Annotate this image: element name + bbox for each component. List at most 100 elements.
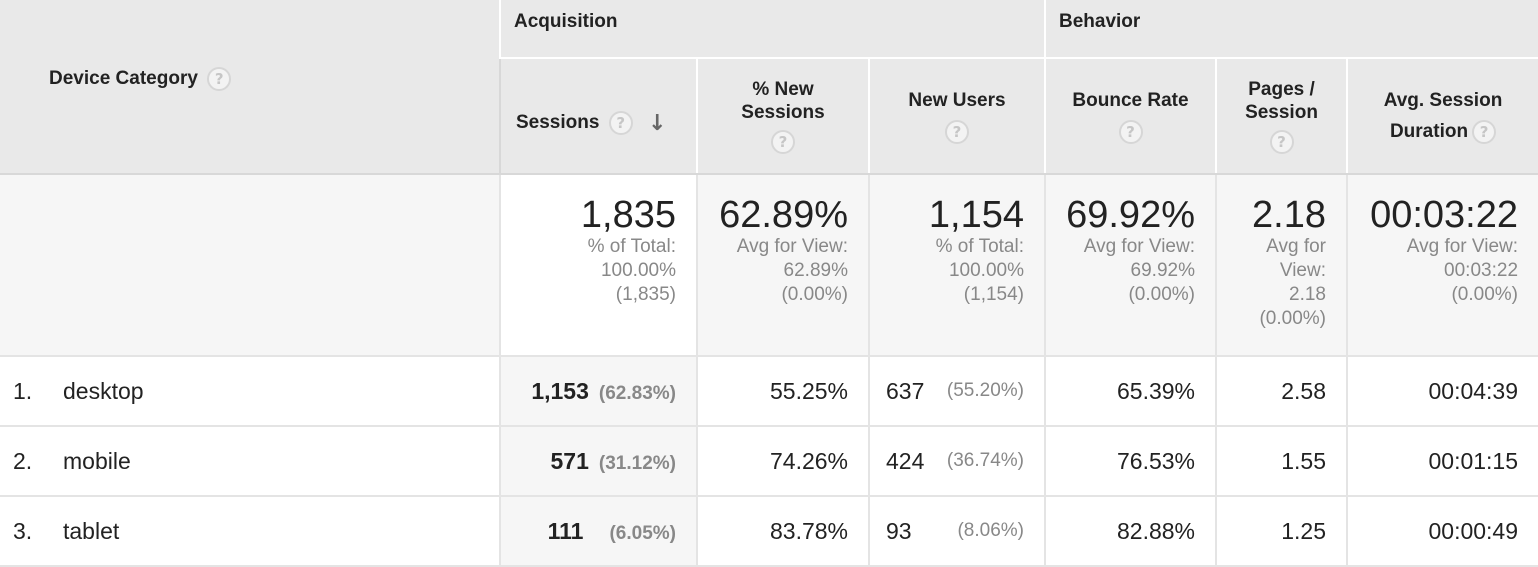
device-name-link[interactable]: mobile [63, 447, 131, 474]
help-icon[interactable]: ? [207, 67, 232, 91]
total-new-users-sub1: % of Total: [935, 236, 1024, 257]
total-new-users-cell: 1,154 % of Total: 100.00% (1,154) [868, 174, 1045, 357]
device-name-cell[interactable]: 3. tablet [0, 496, 500, 567]
device-name-link[interactable]: tablet [63, 517, 120, 544]
pct-new-sessions-label-line1[interactable]: % New [752, 79, 814, 100]
total-pages-session-sub3: 2.18 [1289, 284, 1326, 305]
sessions-column-header[interactable]: Sessions ? ↓ [499, 58, 697, 175]
total-pct-new-sessions-cell: 62.89% Avg for View: 62.89% (0.00%) [696, 174, 869, 357]
avg-session-duration-cell: 00:00:49 [1345, 496, 1538, 567]
new-users-cell: 93 (8.06%) [868, 496, 1045, 567]
sessions-cell: 111 (6.05%) [499, 496, 697, 567]
row-number: 1. [13, 377, 33, 404]
new-users-column-header[interactable]: New Users ? [868, 58, 1045, 175]
bounce-rate-cell: 82.88% [1044, 496, 1216, 567]
sessions-header-label[interactable]: Sessions [516, 112, 600, 134]
help-icon[interactable]: ? [1472, 119, 1497, 144]
avg-session-label-line2[interactable]: Duration [1389, 120, 1469, 142]
total-bounce-rate-sub2: 69.92% [1130, 260, 1195, 281]
total-bounce-rate-cell: 69.92% Avg for View: 69.92% (0.00%) [1044, 174, 1216, 357]
table-row: 3. tablet 111 (6.05%) 83.78% 93 (8.06%) 82.… [0, 496, 1538, 567]
total-sessions-sub2: 100.00% [600, 260, 676, 281]
avg-session-duration-cell: 00:04:39 [1345, 356, 1538, 427]
new-users-pct: (55.20%) [946, 380, 1024, 401]
total-avg-session-duration-cell: 00:03:22 Avg for View: 00:03:22 (0.00%) [1345, 174, 1538, 357]
behavior-group-header: Behavior [1043, 0, 1538, 59]
sort-descending-icon[interactable]: ↓ [648, 110, 667, 136]
pages-session-label-line2[interactable]: Session [1245, 102, 1318, 123]
sessions-cell: 1,153 (62.83%) [499, 356, 697, 427]
total-new-users-value: 1,154 [928, 194, 1024, 236]
new-users-cell: 424 (36.74%) [868, 426, 1045, 497]
table-row: 1. desktop 1,153 (62.83%) 55.25% 637 (55.20… [0, 356, 1538, 427]
pct-new-sessions-cell: 74.26% [696, 426, 869, 497]
sessions-pct: (6.05%) [609, 522, 676, 544]
total-avg-session-duration-sub3: (0.00%) [1451, 284, 1519, 305]
sessions-cell: 571 (31.12%) [499, 426, 697, 497]
new-users-pct: (36.74%) [946, 450, 1024, 471]
pct-new-sessions-cell: 83.78% [696, 496, 869, 567]
acquisition-group-header: Acquisition [499, 0, 1045, 59]
total-new-users-sub3: (1,154) [963, 284, 1024, 305]
device-name-cell[interactable]: 2. mobile [0, 426, 500, 497]
total-sessions-value: 1,835 [580, 194, 676, 236]
bounce-rate-label[interactable]: Bounce Rate [1072, 89, 1189, 111]
pct-new-sessions-label-line2[interactable]: Sessions [741, 102, 825, 123]
total-pct-new-sessions-value: 62.89% [719, 194, 848, 236]
total-avg-session-duration-sub2: 00:03:22 [1444, 260, 1519, 281]
device-name-cell[interactable]: 1. desktop [0, 356, 500, 427]
total-pages-session-sub1: Avg for [1266, 236, 1326, 257]
new-users-value: 637 [886, 377, 925, 404]
device-category-header[interactable]: Device Category ? [0, 0, 500, 175]
avg-session-duration-column-header[interactable]: Avg. Session Duration? [1345, 58, 1538, 175]
pages-session-cell: 1.55 [1215, 426, 1347, 497]
total-avg-session-duration-value: 00:03:22 [1370, 194, 1519, 236]
total-pages-session-sub4: (0.00%) [1259, 308, 1326, 329]
total-bounce-rate-sub1: Avg for View: [1083, 236, 1195, 257]
bounce-rate-column-header[interactable]: Bounce Rate ? [1044, 58, 1216, 175]
pct-new-sessions-cell: 55.25% [696, 356, 869, 427]
help-icon[interactable]: ? [1118, 119, 1143, 144]
total-sessions-sub3: (1,835) [615, 284, 676, 305]
totals-row: 1,835 % of Total: 100.00% (1,835) 62.89%… [0, 174, 1538, 357]
sessions-value: 1,153 [531, 377, 589, 404]
new-users-cell: 637 (55.20%) [868, 356, 1045, 427]
sessions-value: 111 [547, 517, 584, 544]
new-users-label[interactable]: New Users [908, 89, 1006, 111]
total-new-users-sub2: 100.00% [948, 260, 1024, 281]
total-bounce-rate-value: 69.92% [1066, 194, 1195, 236]
total-avg-session-duration-sub1: Avg for View: [1406, 236, 1519, 257]
help-icon[interactable]: ? [1269, 130, 1294, 154]
row-number: 3. [13, 517, 33, 544]
total-pct-new-sessions-sub3: (0.00%) [781, 284, 848, 305]
sessions-value: 571 [550, 447, 589, 474]
pct-new-sessions-column-header[interactable]: % New Sessions ? [696, 58, 869, 175]
help-icon[interactable]: ? [608, 111, 633, 135]
total-sessions-sub1: % of Total: [587, 236, 676, 257]
total-pages-session-value: 2.18 [1252, 194, 1326, 236]
table-row: 2. mobile 571 (31.12%) 74.26% 424 (36.74%) … [0, 426, 1538, 497]
avg-session-duration-cell: 00:01:15 [1345, 426, 1538, 497]
total-sessions-cell: 1,835 % of Total: 100.00% (1,835) [499, 174, 697, 357]
new-users-pct: (8.06%) [957, 520, 1024, 541]
new-users-value: 424 [886, 447, 925, 474]
new-users-value: 93 [886, 517, 912, 544]
avg-session-label-line1[interactable]: Avg. Session [1383, 89, 1503, 111]
device-category-label[interactable]: Device Category [49, 68, 198, 90]
sessions-pct: (62.83%) [598, 382, 676, 404]
total-pct-new-sessions-sub1: Avg for View: [736, 236, 848, 257]
total-pages-session-sub2: View: [1279, 260, 1326, 281]
total-pct-new-sessions-sub2: 62.89% [783, 260, 848, 281]
pages-session-column-header[interactable]: Pages / Session ? [1215, 58, 1347, 175]
pages-session-label-line1[interactable]: Pages / [1248, 79, 1315, 100]
bounce-rate-cell: 65.39% [1044, 356, 1216, 427]
device-name-link[interactable]: desktop [63, 377, 144, 404]
pages-session-cell: 2.58 [1215, 356, 1347, 427]
sessions-pct: (31.12%) [598, 452, 676, 474]
pages-session-cell: 1.25 [1215, 496, 1347, 567]
help-icon[interactable]: ? [771, 130, 795, 154]
totals-label-cell [0, 174, 500, 357]
help-icon[interactable]: ? [945, 119, 969, 144]
total-pages-session-cell: 2.18 Avg for View: 2.18 (0.00%) [1215, 174, 1347, 357]
